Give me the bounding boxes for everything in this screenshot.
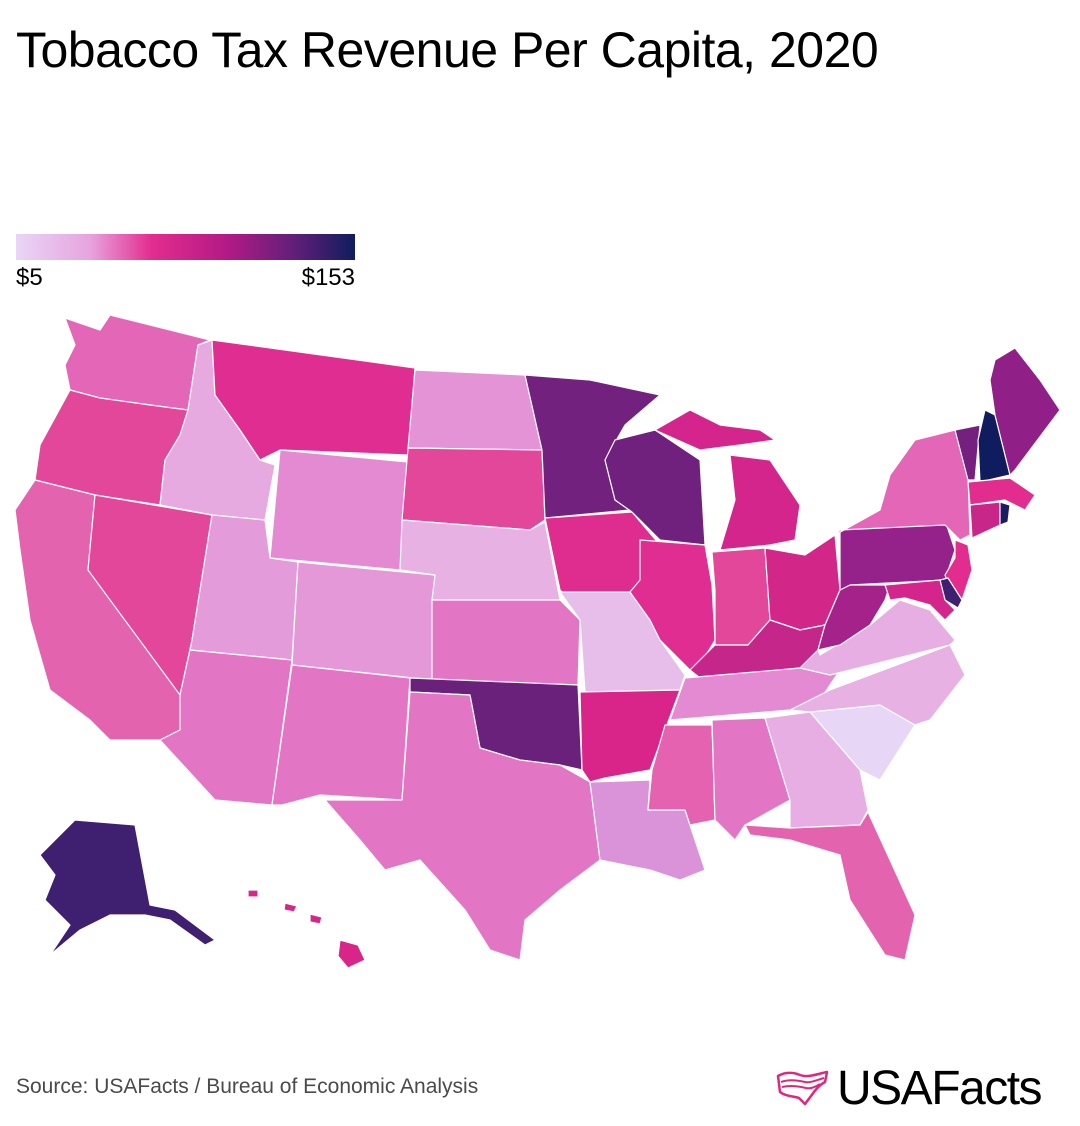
- state-ND[interactable]: [407, 369, 543, 451]
- state-PA[interactable]: [839, 519, 956, 591]
- state-MI[interactable]: [654, 409, 801, 551]
- state-LA[interactable]: [589, 779, 706, 881]
- state-NH[interactable]: [977, 409, 1011, 483]
- state-AK[interactable]: [39, 819, 216, 956]
- state-WY[interactable]: [269, 449, 409, 571]
- state-SD[interactable]: [401, 447, 546, 531]
- legend-labels: $5 $153: [16, 260, 355, 291]
- state-NM[interactable]: [271, 664, 411, 806]
- legend-gradient-bar: [16, 234, 355, 260]
- state-NY[interactable]: [834, 429, 971, 541]
- state-RI[interactable]: [999, 501, 1011, 526]
- state-CT[interactable]: [969, 501, 1001, 539]
- color-legend: $5 $153: [16, 234, 355, 291]
- state-WI[interactable]: [604, 429, 706, 546]
- state-NC[interactable]: [789, 644, 966, 726]
- state-VT[interactable]: [954, 424, 981, 481]
- legend-min-label: $5: [16, 264, 43, 291]
- state-CO[interactable]: [291, 561, 436, 681]
- state-MD[interactable]: [884, 579, 956, 621]
- state-AR[interactable]: [579, 689, 681, 783]
- state-VA[interactable]: [799, 599, 956, 676]
- state-HI[interactable]: [247, 889, 366, 969]
- state-TX[interactable]: [324, 691, 601, 961]
- usafacts-flag-map-icon: [776, 1070, 829, 1106]
- brand-name: USAFacts: [837, 1062, 1043, 1115]
- state-KS[interactable]: [431, 599, 581, 686]
- us-choropleth-map: [14, 314, 1061, 969]
- source-note: Source: USAFacts / Bureau of Economic An…: [16, 1075, 479, 1098]
- brand-logo: USAFacts: [775, 1060, 1075, 1116]
- page-title: Tobacco Tax Revenue Per Capita, 2020: [16, 22, 879, 78]
- legend-max-label: $153: [301, 264, 355, 291]
- state-FL[interactable]: [744, 811, 916, 961]
- state-ME[interactable]: [989, 347, 1061, 476]
